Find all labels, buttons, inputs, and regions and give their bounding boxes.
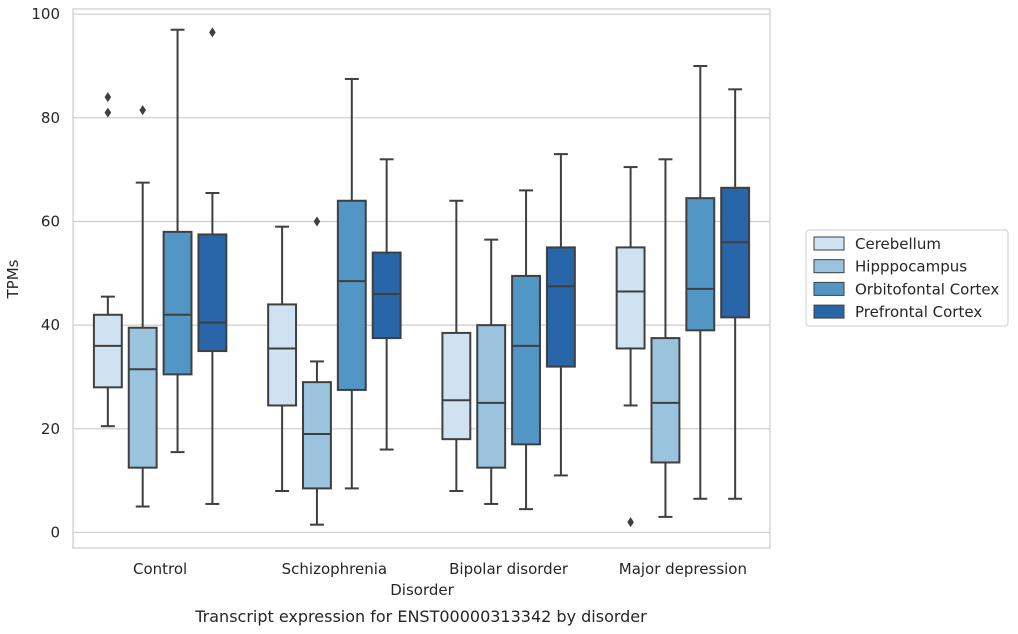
y-axis-ticks: 0 20 40 60 80 100 [31, 5, 60, 541]
legend-label: Prefrontal Cortex [855, 303, 982, 321]
box-iqr [267, 303, 298, 407]
box-iqr [441, 331, 472, 441]
box-iqr [92, 313, 123, 389]
box-prefrontal-cortex [545, 153, 576, 477]
box-orbitofontal-cortex [336, 77, 367, 490]
y-axis-label: TPMs [4, 259, 22, 299]
outlier-point [104, 107, 112, 118]
box-iqr [511, 274, 541, 446]
box-prefrontal-cortex [720, 88, 751, 500]
box-iqr [685, 197, 716, 332]
box-iqr [615, 246, 646, 350]
box-hipppocampus [302, 216, 332, 526]
box-iqr [545, 246, 576, 368]
box-layer [92, 27, 751, 528]
x-tick-label: Bipolar disorder [449, 560, 569, 578]
legend-swatch [813, 236, 845, 251]
box-iqr [302, 381, 332, 490]
y-tick-label: 40 [41, 316, 60, 334]
box-orbitofontal-cortex [511, 189, 541, 511]
box-iqr [371, 251, 402, 340]
box-prefrontal-cortex [197, 27, 228, 505]
box-iqr [650, 337, 681, 464]
box-cerebellum [615, 166, 646, 528]
box-orbitofontal-cortex [685, 65, 716, 500]
box-cerebellum [92, 92, 123, 428]
box-iqr [127, 326, 158, 469]
y-tick-label: 0 [50, 523, 60, 541]
outlier-point [209, 27, 216, 38]
box-iqr [336, 199, 367, 391]
box-cerebellum [267, 225, 298, 492]
legend-swatch [813, 304, 845, 319]
y-tick-label: 60 [41, 212, 60, 230]
chart-title: Transcript expression for ENST0000031334… [194, 607, 647, 626]
box-iqr [162, 230, 193, 376]
x-tick-label: Schizophrenia [282, 560, 387, 578]
legend-frame [805, 229, 1009, 327]
legend-label: Cerebellum [855, 235, 941, 253]
box-orbitofontal-cortex [162, 28, 193, 454]
x-axis-ticks: Control Schizophrenia Bipolar disorder Majo… [133, 560, 747, 578]
outlier-point [627, 517, 634, 528]
y-tick-label: 20 [41, 420, 60, 438]
box-hipppocampus [650, 158, 681, 518]
box-hipppocampus [127, 105, 158, 508]
plot-area-frame [72, 8, 771, 549]
box-hipppocampus [476, 238, 507, 505]
y-tick-label: 100 [31, 5, 60, 23]
box-iqr [476, 324, 507, 469]
outlier-point [313, 216, 321, 227]
box-iqr [720, 186, 751, 319]
box-cerebellum [441, 199, 472, 492]
box-prefrontal-cortex [371, 158, 402, 451]
outlier-point [104, 92, 112, 103]
y-tick-label: 80 [41, 109, 60, 127]
legend-label: Orbitofontal Cortex [855, 280, 999, 298]
legend-swatch [813, 281, 845, 296]
legend-swatch [813, 259, 845, 274]
legend-label: Hipppocampus [855, 258, 967, 276]
box-iqr [197, 233, 228, 353]
x-axis-label: Disorder [390, 581, 454, 599]
legend: Cerebellum Hipppocampus Orbitofontal Corte… [805, 229, 1009, 327]
x-tick-label: Control [133, 560, 187, 578]
outlier-point [139, 105, 146, 116]
x-tick-label: Major depression [619, 560, 747, 578]
